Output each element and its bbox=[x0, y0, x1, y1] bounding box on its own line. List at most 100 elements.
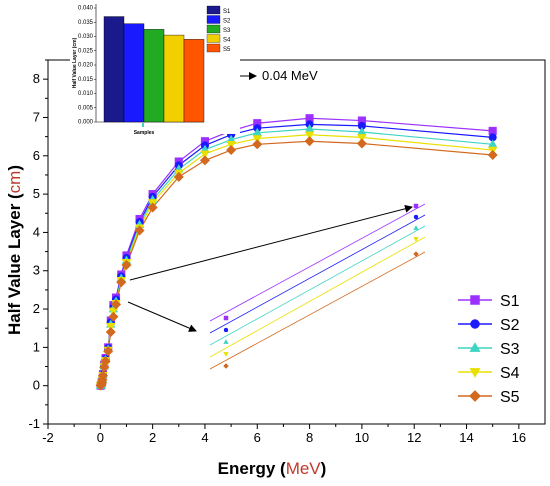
y-tick-label-1: 0 bbox=[33, 378, 40, 393]
inset-y-tick-label-2: 0.010 bbox=[78, 91, 94, 97]
bar-inset: 0.000 0.005 0.010 0.015 0.020 0.025 0.030 0.035… bbox=[70, 2, 240, 136]
inset-x-tick bbox=[142, 123, 144, 127]
series-line-s4 bbox=[100, 134, 493, 386]
zoom-line-1 bbox=[209, 214, 426, 334]
point-s5-15 bbox=[121, 259, 132, 271]
point-s5-11 bbox=[105, 326, 116, 338]
plot-border bbox=[47, 59, 546, 425]
inset-y-tick-label-4: 0.020 bbox=[78, 63, 94, 69]
inset-legend-label-s4: S4 bbox=[223, 38, 231, 44]
inset-bar-s3 bbox=[143, 29, 165, 123]
x-axis-label: Energy bbox=[218, 459, 276, 478]
x-tick-label-4: 6 bbox=[254, 430, 261, 445]
legend-marker-s2 bbox=[470, 319, 480, 329]
point-s5-10 bbox=[103, 346, 114, 357]
inset-legend-swatch-s1 bbox=[206, 5, 221, 15]
point-s5-9 bbox=[100, 356, 111, 367]
y-axis-unit: cm bbox=[5, 171, 24, 194]
y-tick-label-0: -1 bbox=[28, 416, 40, 431]
point-s5-16 bbox=[134, 225, 145, 236]
point-s5-13 bbox=[110, 299, 122, 310]
inset-y-tick-label-5: 0.025 bbox=[78, 48, 94, 54]
zoom-point-start-2 bbox=[223, 339, 229, 344]
inset-bar-s4 bbox=[163, 34, 185, 123]
x-tick-label-6: 10 bbox=[355, 430, 369, 445]
series-line-s5 bbox=[100, 140, 493, 386]
inset-y-tick-label-7: 0.035 bbox=[78, 20, 94, 26]
point-s5-22 bbox=[304, 136, 315, 147]
inset-legend-label-s3: S3 bbox=[223, 28, 231, 34]
point-s5-21 bbox=[252, 139, 263, 150]
y-tick-label-8: 7 bbox=[33, 109, 40, 124]
x-tick-label-7: 12 bbox=[407, 430, 421, 445]
y-axis-ticks: -1 0 1 2 3 4 5 6 7 8 bbox=[28, 59, 48, 431]
x-tick-label-9: 16 bbox=[512, 430, 526, 445]
y-axis-label: Half Value Layer bbox=[5, 203, 24, 335]
series-line-s3 bbox=[100, 128, 493, 386]
inset-y-tick-label-6: 0.030 bbox=[78, 34, 94, 40]
inset-legend-swatch-s5 bbox=[206, 43, 221, 53]
legend: S1 S2 S3 S4 S5 bbox=[458, 293, 520, 406]
x-tick-label-2: 2 bbox=[149, 430, 156, 445]
point-s5-12 bbox=[108, 311, 119, 322]
inset-y-tick-label-0: 0.000 bbox=[78, 120, 94, 126]
inset-bar-s1 bbox=[103, 16, 125, 123]
zoom-point-start-4 bbox=[223, 363, 229, 369]
point-s4-19 bbox=[200, 150, 210, 159]
y-tick-label-5: 4 bbox=[33, 224, 40, 239]
legend-label-s2: S2 bbox=[500, 317, 520, 334]
inset-legend-swatch-s2 bbox=[206, 15, 221, 24]
inset-x-label: Samples bbox=[134, 130, 155, 136]
zoom-line-0 bbox=[209, 203, 426, 322]
energy-annotation: 0.04 MeV bbox=[262, 68, 318, 83]
legend-label-s1: S1 bbox=[500, 293, 520, 310]
point-s5-20 bbox=[226, 144, 237, 156]
legend-marker-s1 bbox=[470, 295, 480, 305]
zoom-point-end-0 bbox=[413, 203, 419, 209]
point-s5-17 bbox=[147, 202, 158, 213]
legend-marker-s4 bbox=[469, 368, 481, 378]
inset-y-tick-label-3: 0.015 bbox=[78, 77, 94, 83]
inset-legend-swatch-s3 bbox=[206, 24, 221, 34]
x-tick-label-3: 4 bbox=[201, 430, 208, 445]
legend-label-s4: S4 bbox=[500, 365, 520, 382]
zoom-point-end-3 bbox=[413, 237, 419, 242]
series-markers bbox=[95, 114, 498, 391]
series-line-s1 bbox=[100, 117, 493, 386]
zoom-line-3 bbox=[209, 236, 426, 358]
inset-bar-s5 bbox=[183, 39, 205, 123]
x-tick-label-0: -2 bbox=[42, 430, 54, 445]
x-tick-label-5: 8 bbox=[306, 430, 313, 445]
zoom-point-start-3 bbox=[223, 352, 229, 357]
point-s5-23 bbox=[356, 138, 367, 149]
arrow-to-zoom-upper bbox=[129, 204, 413, 281]
y-tick-label-4: 3 bbox=[33, 263, 40, 278]
series-line-s2 bbox=[100, 123, 493, 386]
y-tick-label-2: 1 bbox=[33, 339, 40, 354]
inset-legend-swatch-s4 bbox=[206, 34, 221, 43]
inset-y-label: Half Value Layer (cm) bbox=[72, 37, 78, 88]
zoom-point-end-1 bbox=[413, 214, 419, 220]
arrow-to-zoom-lower bbox=[127, 301, 197, 332]
x-axis-title: Energy (MeV) bbox=[218, 459, 327, 478]
inset-legend-label-s5: S5 bbox=[223, 47, 231, 53]
zoom-inset-lines bbox=[209, 203, 426, 370]
point-s5-14 bbox=[116, 277, 127, 288]
zoom-point-end-4 bbox=[413, 251, 419, 257]
y-axis-title: Half Value Layer (cm) bbox=[5, 165, 24, 335]
zoom-line-2 bbox=[209, 225, 426, 346]
inset-y-tick-label-8: 0.040 bbox=[78, 6, 94, 12]
point-s5-7 bbox=[97, 370, 109, 381]
y-tick-label-6: 5 bbox=[33, 186, 40, 201]
zoom-line-4 bbox=[209, 251, 426, 370]
inset-legend-label-s1: S1 bbox=[223, 9, 231, 15]
y-tick-label-3: 2 bbox=[33, 301, 40, 316]
point-s4-23 bbox=[357, 134, 367, 143]
legend-marker-s5 bbox=[469, 390, 481, 402]
x-tick-label-1: 0 bbox=[97, 430, 104, 445]
zoom-point-end-2 bbox=[413, 225, 419, 230]
point-s5-19 bbox=[199, 155, 211, 166]
legend-marker-s3 bbox=[469, 342, 481, 352]
zoom-point-start-1 bbox=[223, 327, 229, 333]
